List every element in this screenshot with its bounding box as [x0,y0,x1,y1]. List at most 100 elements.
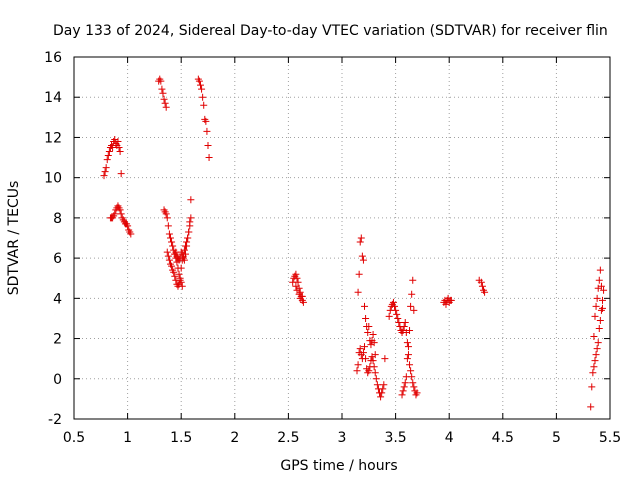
data-point [409,276,417,284]
data-point [354,361,362,369]
data-point [372,375,380,383]
data-point [401,379,409,387]
data-point [593,294,601,302]
data-point [359,256,367,264]
data-point [597,282,605,290]
data-point [184,234,192,242]
series-arc-1a [100,135,125,180]
data-point [162,103,170,111]
data-point [116,206,124,214]
data-point [205,154,213,162]
data-point [357,234,365,242]
data-point [175,280,183,288]
data-point [180,256,188,264]
chart-title: Day 133 of 2024, Sidereal Day-to-day VTE… [53,23,608,39]
data-point [406,361,414,369]
x-tick-label: 0.5 [63,430,85,446]
x-tick-label: 4 [445,430,454,446]
data-point [600,286,608,294]
data-point [170,268,178,276]
data-point [409,379,417,387]
data-point [365,322,373,330]
data-point [593,345,601,353]
data-point [379,385,387,393]
data-point [395,318,403,326]
data-point [362,314,370,322]
data-point [402,373,410,381]
data-point [589,369,597,377]
data-point [359,349,367,357]
data-point [398,391,406,399]
data-point [116,148,124,156]
data-point [370,363,378,371]
data-point [410,383,418,391]
data-point [163,248,171,256]
data-point [592,302,600,310]
data-point [481,288,489,296]
data-point [408,290,416,298]
data-point [391,302,399,310]
ticks-layer [73,56,611,420]
data-point [353,367,361,375]
data-point [587,403,595,411]
data-point [160,95,168,103]
series-arc-5 [353,343,389,401]
data-point [592,351,600,359]
data-point [598,296,606,304]
data-point [204,141,212,149]
data-point [200,101,208,109]
data-point [186,218,194,226]
data-point [127,230,135,238]
data-point [356,345,364,353]
data-point [165,256,173,264]
data-point [404,351,412,359]
data-point [394,314,402,322]
data-point [407,302,415,310]
data-point [158,85,166,93]
data-point [299,298,307,306]
data-point [294,278,302,286]
y-tick-label: 2 [53,332,62,348]
data-point [162,210,170,218]
data-point [102,164,110,172]
data-point [369,357,377,365]
data-point [403,339,411,347]
data-point [399,387,407,395]
data-point [598,304,606,312]
data-point [361,302,369,310]
data-point [202,117,210,125]
y-tick-label: 0 [53,372,62,388]
data-point [361,343,369,351]
data-point [365,367,373,375]
data-point [377,393,385,401]
y-tick-label: 8 [53,211,62,227]
points-layer [100,75,608,411]
data-point [413,389,421,397]
data-point [378,389,386,397]
data-point [187,196,195,204]
data-point [111,210,119,218]
labels-layer: 0.5 1 1.5 2 2.5 3 3.5 4 4.5 5 5.5 -2 0 2 4 6 8 10 12 14 16 [44,50,621,446]
x-tick-label: 3 [338,430,347,446]
data-point [196,81,204,89]
data-point [168,238,176,246]
data-point [181,250,189,258]
series-arc-9 [587,266,608,411]
data-point [404,343,412,351]
data-point [292,270,300,278]
y-axis-title: SDTVAR / TECUs [6,181,22,296]
y-tick-label: 10 [44,171,62,187]
data-point [355,270,363,278]
data-point [105,148,113,156]
data-point [161,99,169,107]
data-point [403,355,411,363]
y-tick-label: 6 [53,251,62,267]
data-point [591,357,599,365]
y-tick-label: 16 [44,50,62,66]
data-point [195,77,203,85]
data-point [385,312,393,320]
data-point [596,316,604,324]
data-point [185,228,193,236]
data-point [477,278,485,286]
data-point [104,152,112,160]
